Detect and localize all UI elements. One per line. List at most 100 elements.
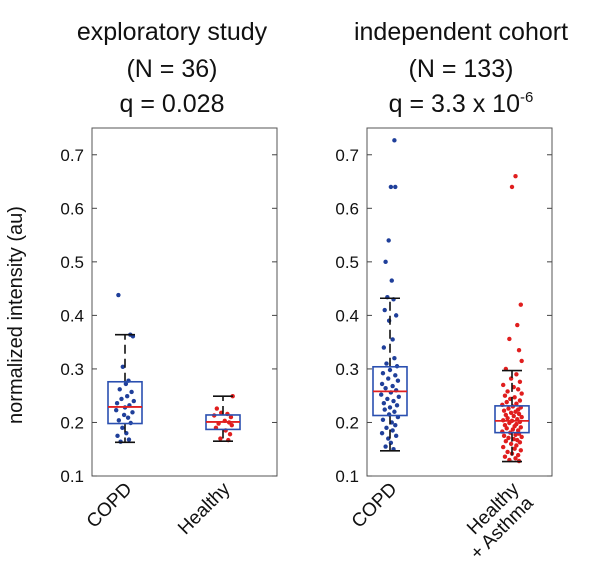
data-point bbox=[513, 409, 518, 414]
data-point bbox=[380, 417, 386, 422]
box-iqr bbox=[494, 405, 530, 434]
y-tick-label: 0.3 bbox=[335, 360, 359, 379]
data-point bbox=[506, 435, 511, 441]
data-point bbox=[515, 387, 521, 392]
data-point bbox=[508, 441, 514, 447]
data-point bbox=[519, 391, 524, 396]
data-point bbox=[389, 278, 394, 283]
data-point bbox=[218, 436, 223, 441]
category-label-line: Healthy bbox=[174, 478, 235, 539]
data-point bbox=[379, 392, 384, 397]
y-tick-label: 0.7 bbox=[335, 146, 359, 165]
data-point bbox=[383, 259, 388, 265]
panels: exploratory study (N = 36) q = 0.028 0.1 0.2… bbox=[60, 18, 568, 564]
data-point bbox=[383, 385, 388, 391]
data-point bbox=[517, 379, 523, 384]
data-point bbox=[518, 302, 523, 307]
category-label: Healthy+ Asthma bbox=[452, 478, 538, 564]
box-iqr bbox=[107, 380, 143, 425]
data-point bbox=[502, 422, 508, 428]
data-point bbox=[383, 444, 388, 449]
y-tick-label: 0.4 bbox=[60, 306, 84, 325]
data-point bbox=[120, 425, 125, 431]
y-tick-label: 0.1 bbox=[60, 467, 84, 486]
data-point bbox=[504, 399, 509, 405]
data-point bbox=[390, 383, 395, 389]
data-point bbox=[393, 313, 399, 318]
data-point bbox=[501, 444, 506, 450]
group-healthy-asthma bbox=[494, 173, 530, 464]
data-point bbox=[513, 456, 518, 461]
data-point bbox=[379, 381, 385, 387]
data-point bbox=[390, 428, 395, 433]
data-point bbox=[120, 364, 126, 369]
data-point bbox=[392, 409, 397, 414]
data-point bbox=[512, 446, 517, 451]
data-point bbox=[519, 434, 524, 440]
y-tick-label: 0.6 bbox=[60, 199, 84, 218]
y-tick-label: 0.5 bbox=[335, 253, 359, 272]
data-point bbox=[380, 371, 386, 376]
data-point bbox=[392, 356, 397, 361]
chart-panel-2: independent cohort (N = 133) q = 3.3 x 10-… bbox=[335, 18, 568, 564]
data-point bbox=[385, 396, 390, 402]
data-point bbox=[501, 382, 506, 388]
data-point bbox=[125, 415, 131, 420]
data-point bbox=[228, 414, 234, 420]
data-point bbox=[387, 405, 393, 410]
data-point bbox=[395, 378, 401, 383]
category-label: COPD bbox=[348, 479, 402, 533]
chart-panel-1: exploratory study (N = 36) q = 0.028 0.1 0.2… bbox=[60, 18, 278, 539]
data-point bbox=[511, 413, 516, 419]
data-point bbox=[393, 184, 398, 190]
data-point bbox=[519, 358, 524, 364]
data-point bbox=[382, 307, 387, 313]
data-point bbox=[114, 400, 120, 406]
data-point bbox=[396, 394, 401, 399]
data-point bbox=[121, 412, 127, 418]
data-point bbox=[518, 448, 523, 453]
data-point bbox=[382, 407, 387, 412]
data-point bbox=[503, 412, 509, 418]
chart-title-line-2: (N = 36) bbox=[126, 55, 217, 83]
data-point bbox=[391, 398, 396, 404]
data-point bbox=[394, 403, 400, 408]
data-point bbox=[516, 411, 522, 417]
y-tick-label: 0.2 bbox=[335, 413, 359, 432]
chart-title-line-1: independent cohort bbox=[354, 18, 568, 46]
y-tick-label: 0.1 bbox=[335, 467, 359, 486]
data-point bbox=[130, 410, 135, 415]
data-point bbox=[519, 414, 524, 420]
data-point bbox=[384, 425, 389, 431]
group-copd bbox=[107, 292, 143, 444]
data-point bbox=[379, 430, 385, 436]
category-label-line: COPD bbox=[83, 479, 137, 533]
category-label: COPD bbox=[83, 479, 137, 533]
data-point bbox=[381, 345, 387, 350]
data-point bbox=[506, 406, 511, 411]
y-tick-label: 0.4 bbox=[335, 306, 359, 325]
data-point bbox=[516, 347, 522, 353]
data-point bbox=[116, 418, 122, 423]
plot-frame bbox=[91, 127, 278, 477]
data-point bbox=[512, 395, 517, 400]
data-point bbox=[501, 433, 507, 439]
data-point bbox=[513, 173, 518, 179]
data-point bbox=[131, 398, 136, 404]
y-tick-label: 0.6 bbox=[335, 199, 359, 218]
title-exponent: -6 bbox=[520, 89, 533, 106]
data-point bbox=[517, 398, 523, 403]
data-point bbox=[510, 427, 516, 432]
y-tick-label: 0.3 bbox=[60, 360, 84, 379]
data-point bbox=[393, 422, 398, 428]
data-point bbox=[229, 422, 234, 428]
data-point bbox=[126, 437, 132, 442]
group-healthy bbox=[205, 394, 241, 443]
data-point bbox=[502, 454, 508, 459]
data-point bbox=[386, 376, 391, 381]
y-axis-label: normalized intensity (au) bbox=[5, 206, 27, 424]
data-point bbox=[501, 408, 507, 413]
data-point bbox=[515, 452, 521, 458]
data-point bbox=[386, 238, 391, 243]
data-point bbox=[119, 396, 124, 402]
